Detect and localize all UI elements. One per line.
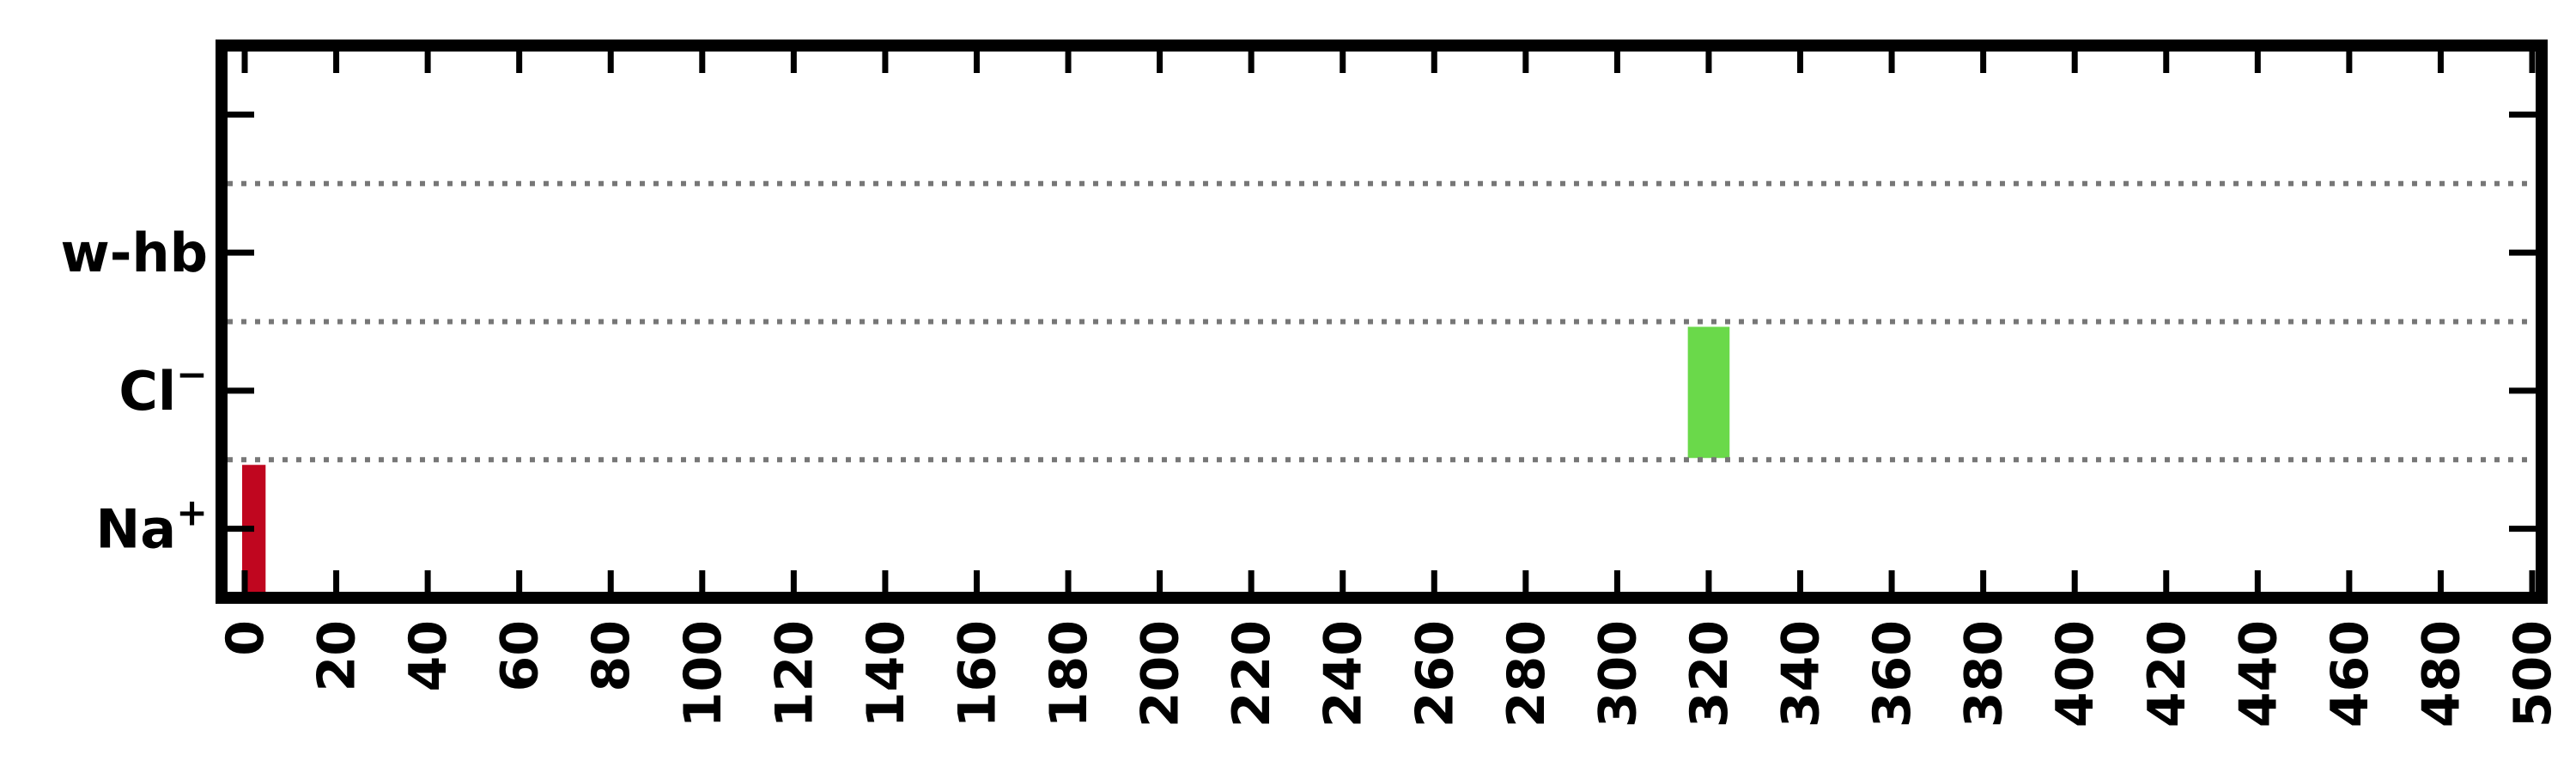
x-tick-label: 460: [2320, 620, 2380, 727]
y-label-w-hb: w-hb: [60, 222, 208, 284]
x-tick-label: 420: [2137, 620, 2197, 727]
x-tick-label: 180: [1039, 620, 1099, 727]
y-tick-labels: Na+ Cl− w-hb: [60, 222, 208, 561]
x-tick-label: 0: [216, 620, 276, 656]
x-tick-label: 40: [398, 620, 459, 692]
x-tick-label: 280: [1497, 620, 1557, 727]
x-tick-label: 300: [1588, 620, 1648, 727]
x-tick-label: 60: [490, 620, 550, 692]
separator-lines: [228, 180, 2536, 463]
x-tick-label: 20: [307, 620, 368, 692]
x-tick-label: 100: [673, 620, 733, 727]
x-tick-label: 360: [1862, 620, 1923, 727]
x-tick-label: 500: [2503, 620, 2563, 727]
x-tick-label: 200: [1131, 620, 1191, 727]
y-label-cl: Cl−: [118, 353, 208, 423]
x-tick-label: 320: [1680, 620, 1740, 727]
x-tick-label: 260: [1405, 620, 1465, 727]
x-tick-label: 120: [764, 620, 824, 727]
x-tick-label: 140: [856, 620, 916, 727]
x-tick-label: 220: [1222, 620, 1282, 727]
x-tick-label: 160: [947, 620, 1007, 727]
bars-layer: [242, 326, 1730, 596]
x-tick-label: 440: [2228, 620, 2288, 727]
x-tick-label: 80: [581, 620, 641, 692]
x-tick-label: 400: [2045, 620, 2105, 727]
x-tick-label: 480: [2411, 620, 2471, 727]
bar-cl: [1687, 326, 1730, 459]
x-tick-label: 340: [1771, 620, 1832, 727]
x-tick-label: 380: [1954, 620, 2014, 727]
x-tick-labels: 0 20 40 60 80 100 120 140 160 180 200 220 240 260 280 3…: [216, 620, 2563, 727]
y-label-na: Na+: [95, 491, 208, 561]
plot-frame: [216, 40, 2548, 604]
x-tick-label: 240: [1314, 620, 1374, 727]
